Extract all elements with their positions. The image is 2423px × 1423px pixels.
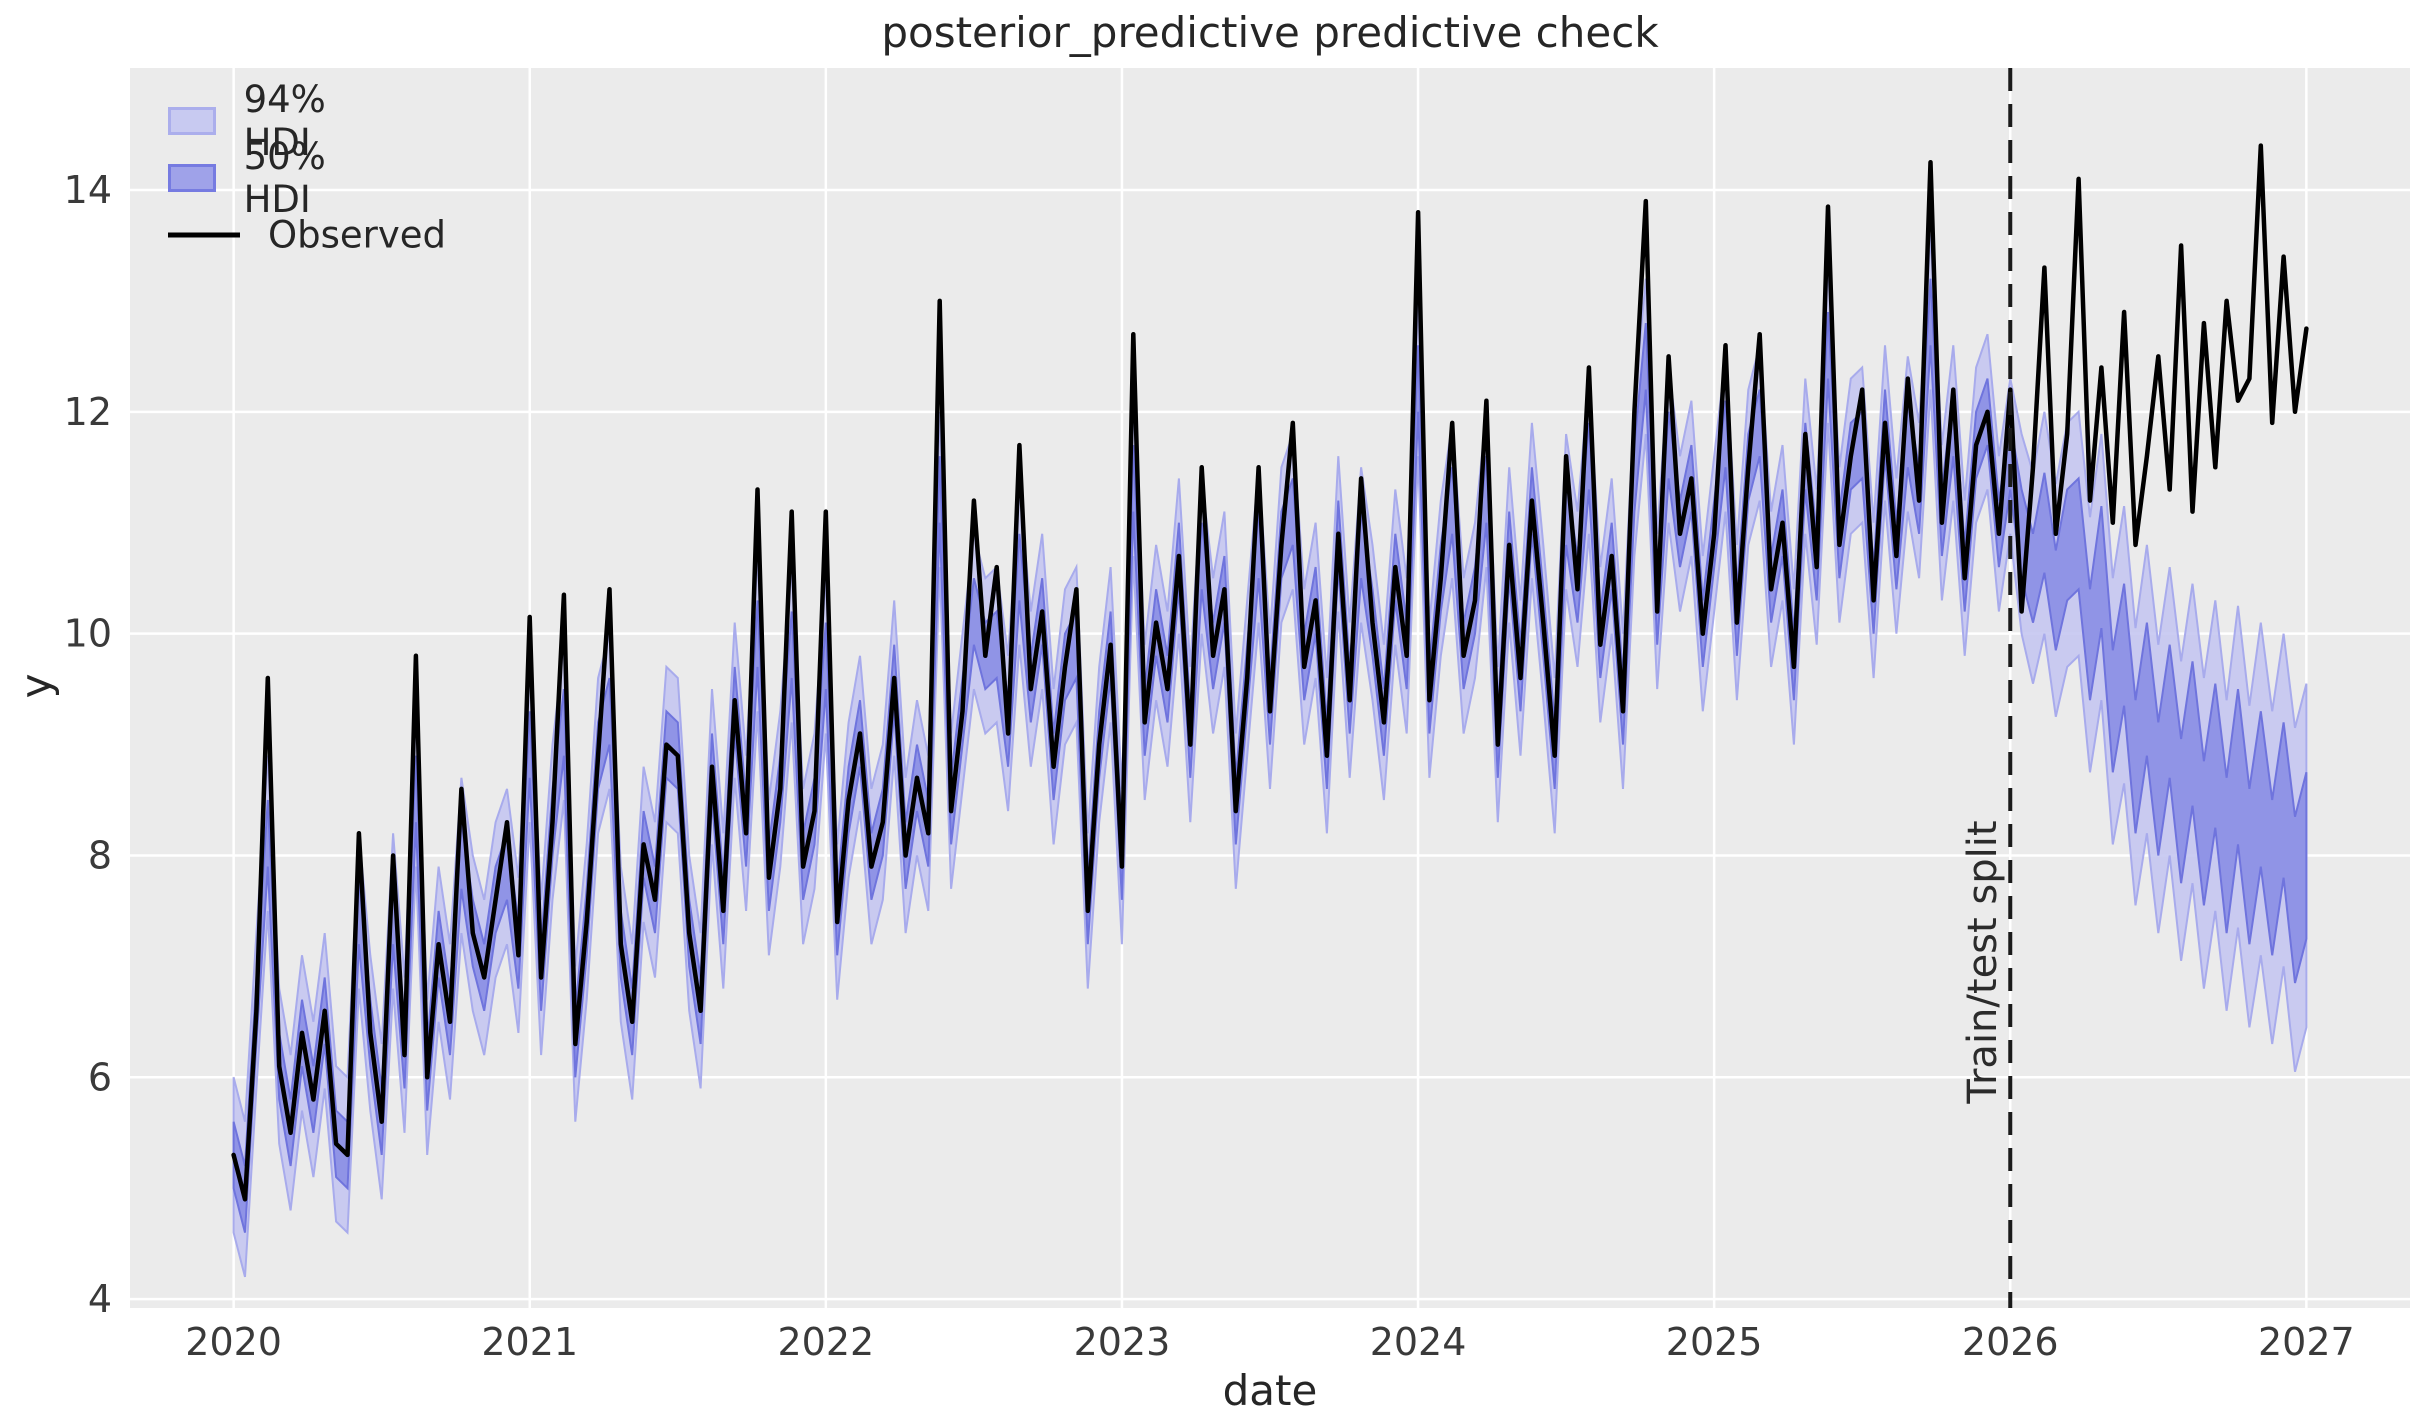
- legend-item-94-hdi: 94% HDI: [168, 78, 348, 164]
- y-tick-label-14: 14: [64, 168, 112, 212]
- y-tick-label-10: 10: [64, 612, 112, 656]
- chart-title: posterior_predictive predictive check: [881, 8, 1659, 57]
- y-tick-label-12: 12: [64, 390, 112, 434]
- observed-line: [231, 143, 2309, 1202]
- legend-label-50-hdi: 50% HDI: [243, 135, 326, 221]
- y-tick-label-8: 8: [88, 833, 112, 877]
- x-tick-label-2022: 2022: [777, 1320, 874, 1364]
- hdi-94-band-swatch: [168, 107, 216, 135]
- x-tick-label-2027: 2027: [2258, 1320, 2355, 1364]
- x-tick-label-2026: 2026: [1962, 1320, 2059, 1364]
- x-tick-label-2020: 2020: [185, 1320, 282, 1364]
- legend-label-observed: Observed: [268, 213, 447, 257]
- legend-item-observed: Observed: [168, 214, 446, 257]
- train-test-split-label: Train/test split: [1960, 820, 2006, 1104]
- x-tick-label-2024: 2024: [1370, 1320, 1467, 1364]
- y-tick-label-4: 4: [88, 1277, 112, 1321]
- x-tick-label-2021: 2021: [481, 1320, 578, 1364]
- x-axis-label: date: [1222, 1366, 1318, 1415]
- hdi-50-band-swatch: [168, 164, 216, 192]
- x-tick-label-2023: 2023: [1074, 1320, 1171, 1364]
- legend-label-94-hdi: 94% HDI: [243, 78, 326, 164]
- x-tick-label-2025: 2025: [1666, 1320, 1763, 1364]
- legend-item-50-hdi: 50% HDI: [168, 135, 348, 221]
- observed-line-swatch: [168, 232, 240, 238]
- y-axis-label: y: [11, 673, 61, 699]
- y-tick-label-6: 6: [88, 1055, 112, 1099]
